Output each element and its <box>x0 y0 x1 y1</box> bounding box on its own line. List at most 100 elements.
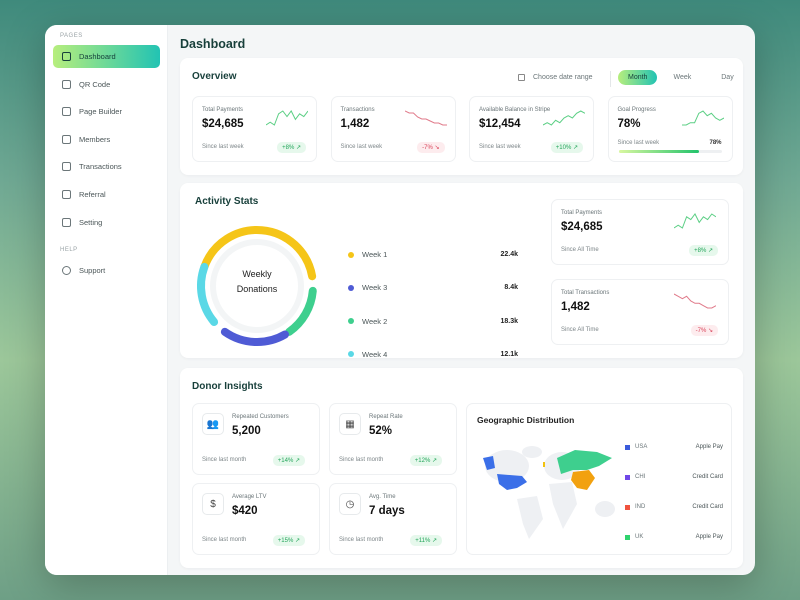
donut-segment-week-3 <box>220 327 289 346</box>
card-label: Available Balance in Stripe <box>479 107 551 113</box>
overview-panel: Overview Choose date range Month Week Da… <box>180 58 743 175</box>
sidebar-item-label: Members <box>79 134 111 144</box>
sidebar-item-label: Page Builder <box>79 107 122 117</box>
sidebar-item-page-builder[interactable]: Page Builder <box>53 100 160 123</box>
since-label: Since last week <box>479 144 521 150</box>
card-value: 1,482 <box>340 118 370 130</box>
geo-method: Credit Card <box>692 474 723 480</box>
donut-segment-week-2 <box>285 286 317 336</box>
calendar-icon: ▦ <box>339 413 361 435</box>
sparkline <box>673 292 717 315</box>
geo-legend-swatch <box>625 504 630 510</box>
overview-card: Transactions 1,482 Since last week -7% ↘ <box>330 96 456 162</box>
legend-item: Week 2 18.3k <box>348 317 518 326</box>
legend-value: 12.1k <box>500 350 518 358</box>
donor-title: Donor Insights <box>192 381 263 392</box>
period-week[interactable]: Week <box>673 74 692 81</box>
sidebar-item-referral[interactable]: Referral <box>53 183 160 206</box>
sidebar-item-support[interactable]: Support <box>53 259 160 282</box>
sidebar-item-label: Referral <box>79 190 106 199</box>
users-icon: 👥 <box>202 413 224 435</box>
donor-card: ▦ Repeat Rate 52% Since last month +12% … <box>329 403 457 475</box>
sidebar-item-members[interactable]: Members <box>53 128 160 151</box>
card-value: $12,454 <box>479 118 521 130</box>
dollar-icon: $ <box>202 493 224 515</box>
legend-name: Week 3 <box>362 283 388 293</box>
page-title: Dashboard <box>180 37 246 51</box>
card-label: Total Payments <box>561 210 603 216</box>
donut-segment-week-1 <box>200 226 317 281</box>
legend-value: 8.4k <box>504 284 518 292</box>
geo-legend-item: UK Apple Pay <box>625 534 723 540</box>
sparkline-line <box>542 110 586 126</box>
sidebar-item-transactions[interactable]: Transactions <box>53 155 160 178</box>
sparkline <box>265 109 309 132</box>
change-badge: +14% ↗ <box>272 455 305 466</box>
help-icon <box>62 266 71 275</box>
progress-label: 78% <box>709 140 722 146</box>
legend-dot <box>348 284 354 291</box>
donor-panel: Donor Insights 👥 Repeated Customers 5,20… <box>180 368 743 568</box>
sidebar-item-setting[interactable]: Setting <box>53 211 160 234</box>
sidebar-item-label: Transactions <box>79 162 122 172</box>
map-usa <box>497 474 527 490</box>
map-china <box>571 470 595 490</box>
legend-item: Week 4 12.1k <box>348 350 518 359</box>
change-badge: -7% ↘ <box>417 142 445 153</box>
since-label: Since last week <box>340 144 383 150</box>
geo-legend-swatch <box>625 474 630 480</box>
card-label: Total Payments <box>202 107 244 113</box>
overview-title: Overview <box>192 71 237 82</box>
card-value: $24,685 <box>202 118 244 130</box>
legend-dot <box>348 318 354 325</box>
geo-method: Apple Pay <box>695 534 723 540</box>
geo-method: Credit Card <box>692 504 723 510</box>
date-range-label: Choose date range <box>533 74 593 81</box>
date-range-picker[interactable]: Choose date range <box>518 74 593 81</box>
map-uk <box>543 462 545 467</box>
sidebar-item-dashboard[interactable]: Dashboard <box>53 45 160 68</box>
card-value: $420 <box>232 505 258 517</box>
progress-fill <box>618 150 699 153</box>
sparkline-line <box>404 110 447 126</box>
since-label: Since last month <box>202 537 247 543</box>
card-value: 7 days <box>369 505 405 517</box>
geo-legend-item: USA Apple Pay <box>625 444 723 450</box>
since-label: Since All Time <box>561 247 599 253</box>
change-badge: +10% ↗ <box>550 142 583 153</box>
card-label: Total Transactions <box>561 290 610 296</box>
donut-chart <box>197 226 317 346</box>
clock-icon: ◷ <box>339 493 361 515</box>
sparkline <box>542 109 586 132</box>
donor-card: 👥 Repeated Customers 5,200 Since last mo… <box>192 403 320 475</box>
sparkline-line <box>265 110 309 126</box>
geo-legend-item: CHI Credit Card <box>625 474 723 480</box>
goal-progress-bar <box>618 150 722 153</box>
legend-item: Week 3 8.4k <box>348 283 518 292</box>
period-day[interactable]: Day <box>721 74 734 81</box>
geo-card: Geographic Distribution USA Apple Pay CHI C… <box>466 403 732 555</box>
since-label: Since last month <box>339 537 384 543</box>
sparkline <box>673 212 717 235</box>
geo-legend-item: IND Credit Card <box>625 504 723 510</box>
geo-country: CHI <box>635 474 646 480</box>
sidebar-item-qr-code[interactable]: QR Code <box>53 73 160 96</box>
change-badge: +12% ↗ <box>409 455 442 466</box>
period-month[interactable]: Month <box>618 70 658 85</box>
geo-country: USA <box>635 444 648 450</box>
calendar-icon <box>518 74 525 81</box>
since-label: Since last week <box>202 144 244 150</box>
card-label: Repeated Customers <box>232 414 289 420</box>
legend-dot <box>348 251 354 258</box>
since-label: Since last week <box>617 140 660 146</box>
grid-icon <box>62 52 71 61</box>
donut-label-line: Donations <box>236 284 278 294</box>
donor-card: $ Average LTV $420 Since last month +15%… <box>192 483 320 555</box>
card-label: Average LTV <box>232 494 267 500</box>
legend-value: 18.3k <box>500 317 518 325</box>
card-value: 78% <box>617 118 641 130</box>
sidebar: PAGES Dashboard QR Code Page Builder Member… <box>45 25 168 575</box>
app-window: PAGES Dashboard QR Code Page Builder Member… <box>45 25 755 575</box>
sparkline-line <box>673 293 717 309</box>
legend-item: Week 1 22.4k <box>348 250 518 259</box>
